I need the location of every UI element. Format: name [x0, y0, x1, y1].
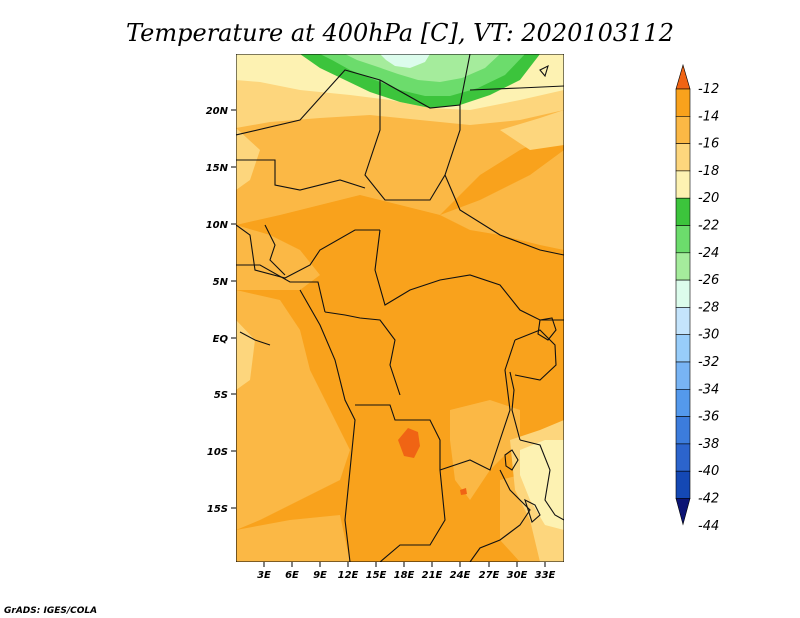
lon-label-3e: 3E [257, 570, 271, 581]
colorbar-label: -42 [698, 492, 719, 507]
colorbar-label: -36 [698, 410, 719, 425]
colorbar-segment [675, 143, 691, 172]
colorbar-label: -14 [698, 109, 719, 124]
colorbar-segment [675, 170, 691, 199]
lon-label-27e: 27E [479, 570, 500, 581]
lon-label-12e: 12E [338, 570, 359, 581]
lat-label-5n: 5N [213, 277, 229, 288]
colorbar-segment [675, 279, 691, 308]
lon-label-21e: 21E [422, 570, 443, 581]
colorbar-label: -20 [698, 191, 719, 206]
colorbar-segment [675, 361, 691, 390]
colorbar-segment [675, 416, 691, 445]
colorbar-label: -26 [698, 273, 719, 288]
lon-label-15e: 15E [366, 570, 387, 581]
map-title: Temperature at 400hPa [C], VT: 202010311… [126, 19, 674, 47]
lat-label-eq: EQ [213, 334, 229, 345]
temperature-field-12-small [460, 488, 467, 495]
lon-label-9e: 9E [313, 570, 327, 581]
colorbar-label: -40 [698, 464, 719, 479]
colorbar-segment [675, 443, 691, 472]
colorbar-segment [675, 307, 691, 335]
country-borders [236, 54, 564, 562]
colorbar-label: -12 [698, 82, 719, 97]
colorbar-segment [675, 225, 691, 254]
colorbar-segment [675, 388, 691, 417]
colorbar-label: -18 [698, 164, 719, 179]
temperature-field-26 [345, 54, 500, 82]
colorbar-segment [675, 88, 691, 117]
map-panel [236, 54, 564, 562]
lat-label-15n: 15N [206, 163, 229, 174]
colorbar: -12 -14 -16 -18 -20 -22 -24 -26 -28 -30 -32 -34 -36 -… [675, 63, 719, 534]
colorbar-segment [675, 334, 691, 363]
colorbar-label: -30 [698, 328, 719, 343]
colorbar-label: -16 [698, 137, 719, 152]
lakes [504, 64, 557, 523]
colorbar-label: -22 [698, 219, 719, 234]
lon-label-33e: 33E [535, 570, 556, 581]
lon-label-6e: 6E [285, 570, 299, 581]
lat-label-15s: 15S [207, 504, 228, 515]
temperature-field-28 [380, 54, 430, 68]
lon-label-30e: 30E [507, 570, 528, 581]
lon-label-24e: 24E [450, 570, 471, 581]
lon-label-18e: 18E [394, 570, 415, 581]
longitude-axis: 3E 6E 9E 12E 15E 18E 21E 24E 27E 30E 33E [257, 562, 556, 581]
lat-label-10n: 10N [206, 220, 229, 231]
colorbar-label: -44 [698, 519, 719, 534]
colorbar-segment [675, 498, 691, 526]
colorbar-label: -38 [698, 437, 719, 452]
lat-label-10s: 10S [207, 447, 228, 458]
colorbar-segment [675, 470, 691, 499]
temperature-field-12 [398, 428, 420, 458]
colorbar-segment [675, 197, 691, 226]
colorbar-label: -28 [698, 300, 719, 315]
grads-credit: GrADS: IGES/COLA [4, 606, 97, 616]
lat-label-20n: 20N [206, 106, 229, 117]
colorbar-segment [675, 116, 691, 144]
colorbar-label: -24 [698, 246, 719, 261]
colorbar-segment [675, 252, 691, 281]
colorbar-label: -32 [698, 355, 719, 370]
latitude-axis: 20N 15N 10N 5N EQ 5S 10S 15S [206, 106, 236, 515]
colorbar-segment [675, 63, 691, 90]
lat-label-5s: 5S [214, 390, 228, 401]
colorbar-label: -34 [698, 382, 719, 397]
